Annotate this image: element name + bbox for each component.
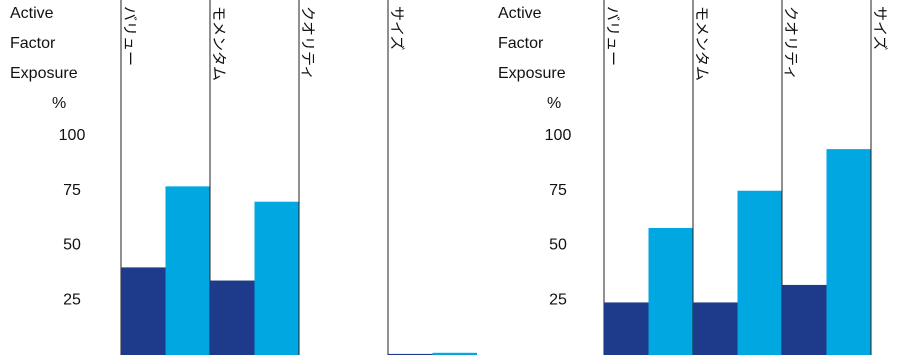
bar: [432, 352, 477, 355]
bar: [782, 284, 827, 355]
y-axis-label: Active: [10, 5, 54, 22]
y-axis-label: Factor: [10, 35, 56, 52]
y-axis-label: Exposure: [498, 65, 566, 82]
y-tick-label: 50: [549, 237, 567, 254]
bar: [693, 302, 738, 355]
y-axis-label: Factor: [498, 35, 544, 52]
x-tick-label: バリュー: [121, 6, 138, 66]
x-tick-label: クオリティ: [299, 6, 316, 80]
x-tick-label: サイズ: [388, 6, 405, 51]
bar: [165, 186, 210, 355]
y-tick-label: 100: [59, 127, 86, 144]
x-tick-label: サイズ: [871, 6, 888, 51]
x-tick-label: バリュー: [604, 6, 621, 66]
bar: [254, 201, 299, 355]
x-tick-label: モメンタム: [693, 6, 710, 81]
bar: [388, 353, 433, 355]
y-axis-label: Exposure: [10, 65, 78, 82]
bar: [121, 267, 166, 355]
y-tick-label: 25: [549, 291, 567, 308]
y-tick-label: 50: [63, 237, 81, 254]
bar: [826, 149, 871, 355]
y-tick-label: 25: [63, 291, 81, 308]
bar: [648, 227, 693, 355]
y-tick-label: 75: [63, 182, 81, 199]
bar: [737, 190, 782, 355]
y-axis-label: Active: [498, 5, 542, 22]
x-tick-label: クオリティ: [782, 6, 799, 80]
bar: [210, 280, 255, 355]
y-tick-label: 100: [545, 127, 572, 144]
bar: [604, 302, 649, 355]
y-tick-label: 75: [549, 182, 567, 199]
unit-label: %: [547, 95, 561, 112]
x-tick-label: モメンタム: [210, 6, 227, 81]
unit-label: %: [52, 95, 66, 112]
